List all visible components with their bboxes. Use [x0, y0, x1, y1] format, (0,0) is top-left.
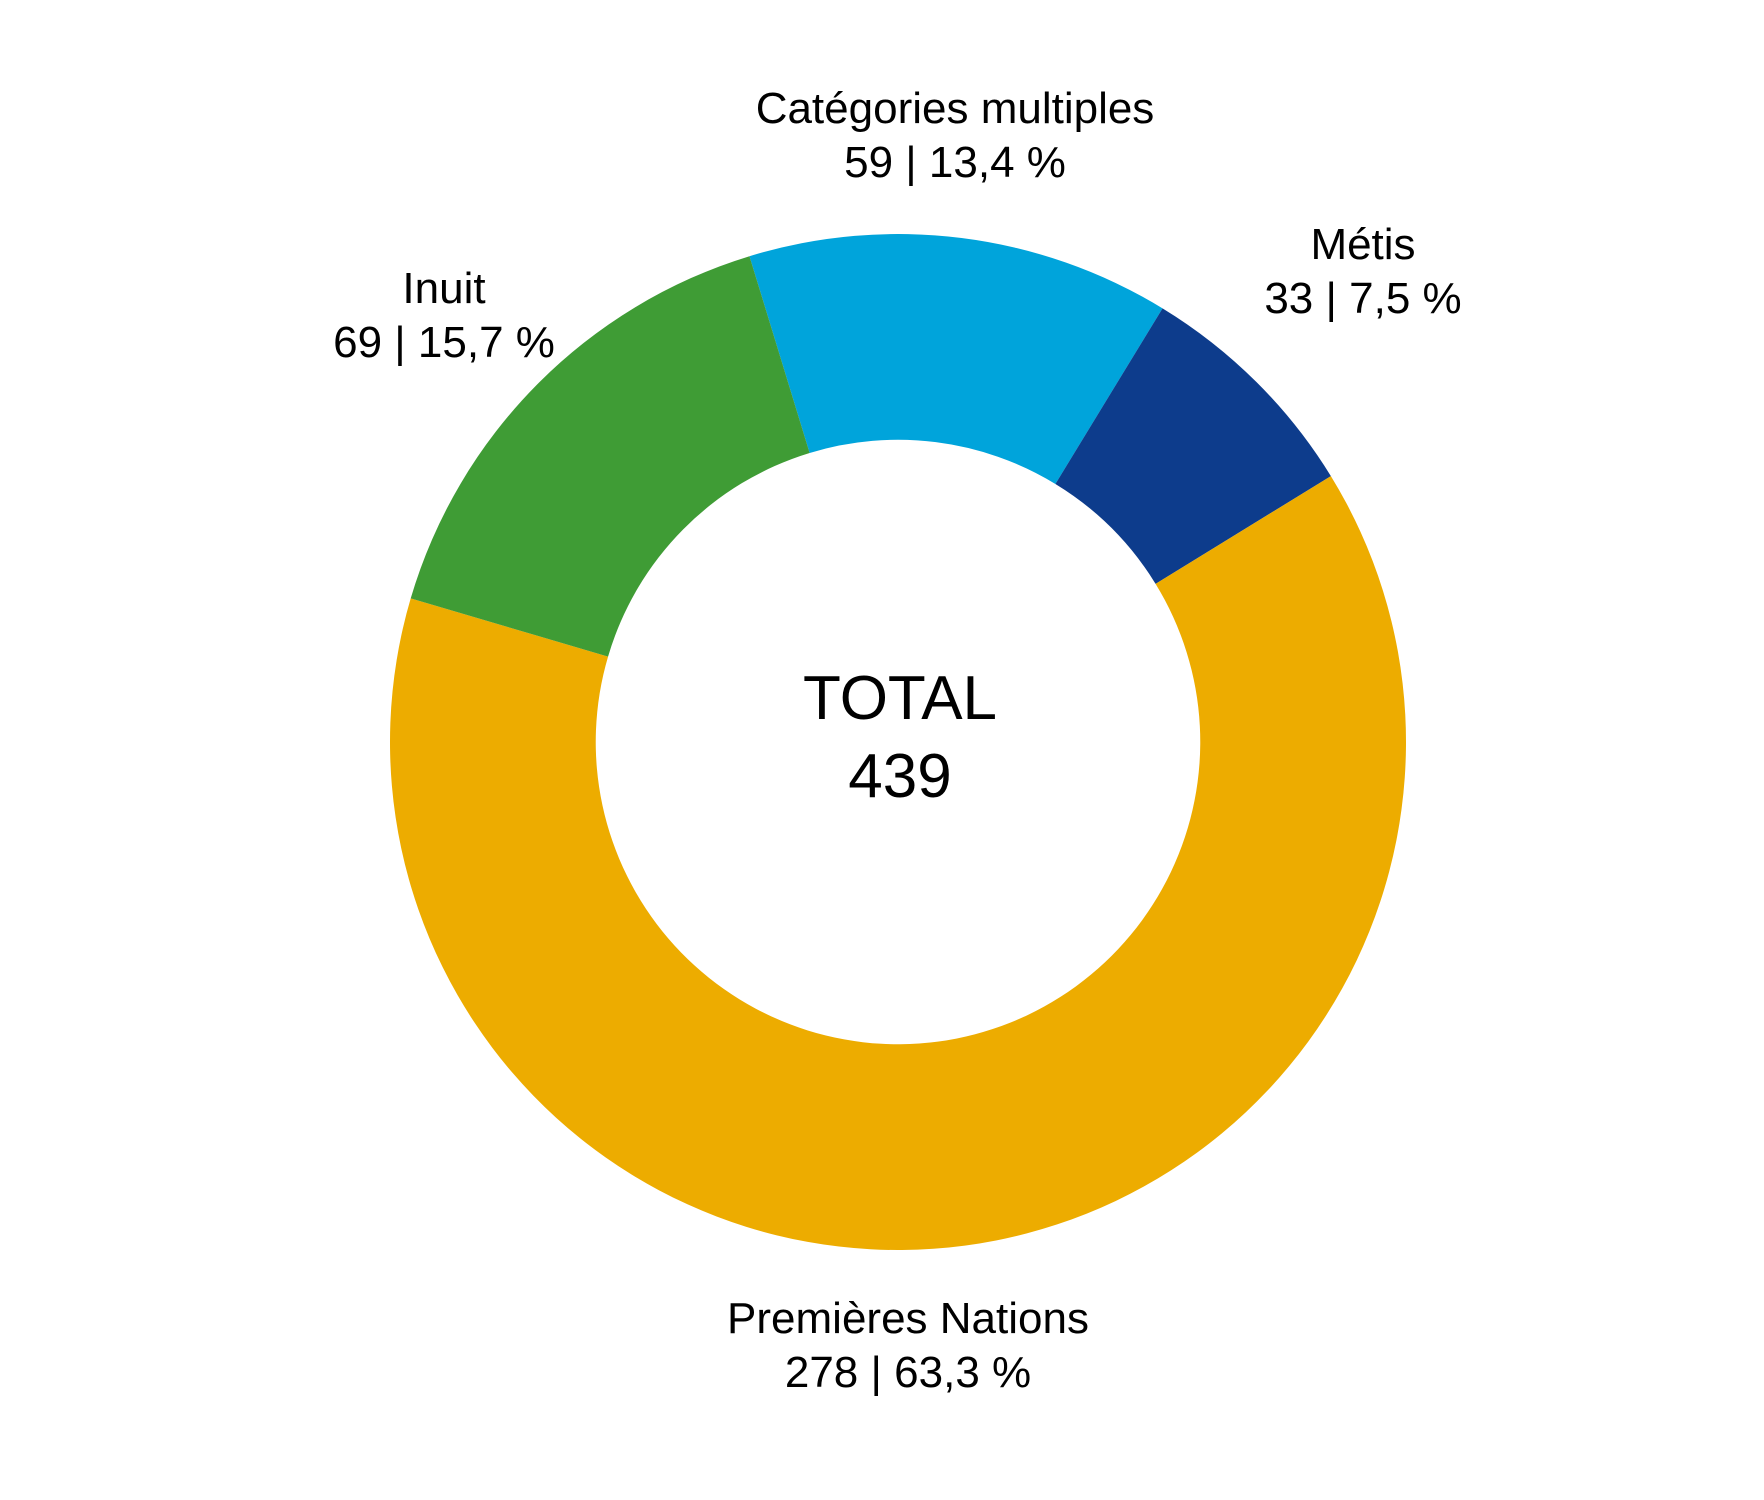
donut-center-value: 439 — [848, 742, 952, 811]
slice-label-inuit-value: 69 | 15,7 % — [333, 318, 555, 367]
slice-label-inuit: Inuit 69 | 15,7 % — [333, 262, 555, 370]
donut-center-title: TOTAL — [802, 664, 998, 733]
slice-label-metis-value: 33 | 7,5 % — [1264, 274, 1462, 323]
donut-segment-inuit — [410, 256, 810, 657]
slice-label-premieres-nations-name: Premières Nations — [727, 1294, 1089, 1343]
donut-segment-premieres-nations — [389, 476, 1406, 1251]
slice-label-metis: Métis 33 | 7,5 % — [1264, 218, 1461, 326]
slice-label-categories-multiples-name: Catégories multiples — [755, 84, 1155, 133]
slice-label-categories-multiples-value: 59 | 13,4 % — [844, 138, 1066, 187]
donut-center-label: TOTAL 439 — [803, 660, 997, 816]
donut-segment-categories-multiples — [749, 234, 1163, 484]
slice-label-premieres-nations-value: 278 | 63,3 % — [784, 1348, 1032, 1397]
slice-label-categories-multiples: Catégories multiples 59 | 13,4 % — [756, 82, 1155, 190]
slice-label-premieres-nations: Premières Nations 278 | 63,3 % — [727, 1292, 1089, 1400]
donut-segment-metis — [1055, 308, 1331, 584]
slice-label-inuit-name: Inuit — [402, 264, 486, 313]
slice-label-metis-name: Métis — [1310, 220, 1416, 269]
